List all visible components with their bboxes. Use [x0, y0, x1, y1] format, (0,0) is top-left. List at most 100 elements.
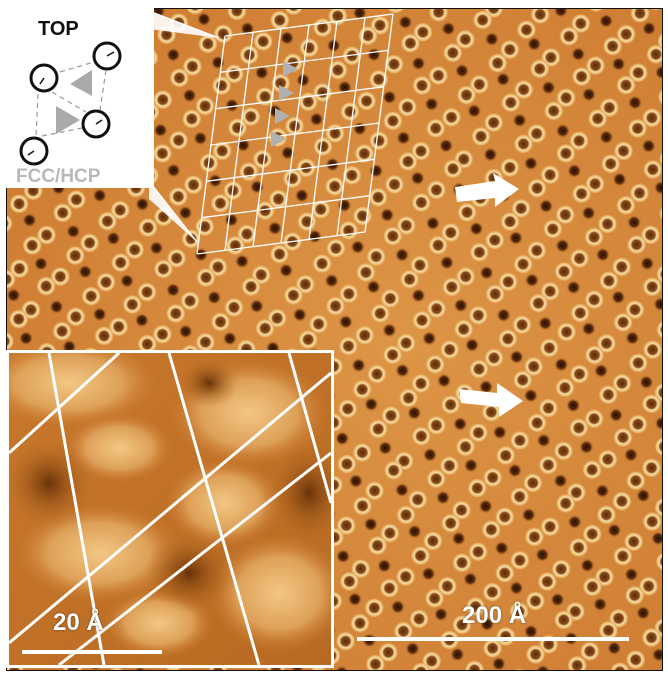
molecule-ring — [399, 269, 420, 290]
molecule-ring — [623, 531, 644, 552]
molecule-ring — [36, 225, 57, 245]
molecule-ring — [152, 143, 173, 164]
vacancy-hole — [381, 89, 397, 105]
molecule-ring — [9, 193, 30, 214]
molecule-ring — [239, 44, 260, 65]
vacancy-hole — [307, 228, 323, 244]
molecule-ring — [197, 33, 218, 54]
molecule-ring — [628, 62, 649, 83]
vacancy-hole — [641, 21, 657, 36]
molecule-ring — [441, 107, 462, 128]
vacancy-hole — [77, 264, 93, 280]
molecule-ring — [611, 256, 632, 277]
molecule-ring — [412, 75, 432, 96]
vacancy-hole — [555, 123, 571, 139]
vacancy-hole — [521, 507, 537, 523]
molecule-ring — [654, 497, 662, 518]
molecule-ring — [8, 309, 29, 330]
molecule-ring — [367, 364, 387, 385]
molecule-ring — [213, 23, 234, 44]
molecule-ring — [169, 67, 190, 88]
scale-bar-main — [357, 637, 629, 641]
molecule-ring — [509, 550, 530, 571]
molecule-ring — [336, 454, 357, 474]
vacancy-hole — [635, 488, 651, 504]
molecule-ring — [327, 60, 348, 81]
molecule-ring — [284, 9, 304, 16]
molecule-ring — [240, 106, 261, 127]
vacancy-hole — [134, 196, 150, 212]
molecule-ring — [395, 566, 416, 587]
vacancy-hole — [395, 363, 410, 378]
molecule-ring — [312, 17, 333, 38]
molecule-ring — [9, 258, 30, 279]
vacancy-hole — [535, 664, 551, 670]
molecule-ring — [484, 230, 505, 251]
molecule-ring — [325, 296, 346, 316]
vacancy-hole — [433, 606, 449, 622]
molecule-ring — [439, 339, 460, 360]
molecule-ring — [325, 238, 346, 259]
molecule-ring — [612, 546, 633, 567]
vacancy-hole — [338, 314, 354, 330]
molecule-ring — [183, 174, 204, 195]
vacancy-hole — [464, 337, 480, 353]
molecule-ring — [212, 140, 233, 161]
molecule-ring — [381, 405, 401, 426]
grid-triangles — [271, 61, 298, 147]
molecule-ring — [528, 293, 549, 314]
vacancy-hole — [279, 30, 295, 46]
molecule-ring — [426, 298, 447, 319]
vacancy-hole — [581, 321, 597, 337]
molecule-ring — [354, 143, 375, 164]
vacancy-hole — [425, 215, 441, 231]
molecule-ring — [509, 486, 530, 507]
molecule-ring — [241, 276, 262, 297]
molecule-ring — [79, 232, 100, 253]
molecule-ring — [482, 582, 503, 603]
molecule-ring — [553, 441, 574, 461]
triangle-marker — [283, 61, 298, 77]
site-circle — [81, 109, 111, 139]
scale-label-main: 200 Å — [462, 602, 527, 629]
molecule-ring — [642, 339, 662, 360]
molecule-ring — [494, 563, 515, 584]
molecule-ring — [596, 504, 617, 525]
molecule-ring — [426, 415, 447, 436]
vacancy-hole — [223, 212, 239, 228]
molecule-ring — [484, 347, 504, 368]
molecule-ring — [426, 468, 447, 489]
arrow-icon — [455, 173, 519, 207]
vacancy-hole — [148, 240, 164, 256]
molecule-ring — [411, 192, 432, 213]
molecule-ring — [66, 189, 87, 210]
molecule-ring — [584, 289, 605, 310]
vacancy-hole — [553, 473, 568, 489]
vacancy-hole — [653, 296, 662, 312]
molecule-ring — [649, 9, 662, 11]
vacancy-hole — [65, 223, 81, 239]
molecule-ring — [482, 638, 503, 659]
molecule-ring — [537, 571, 558, 592]
vacancy-hole — [654, 415, 662, 431]
vacancy-hole — [523, 388, 539, 404]
molecule-ring — [366, 246, 387, 267]
vacancy-hole — [134, 312, 150, 328]
vacancy-hole — [394, 247, 410, 263]
molecule-ring — [398, 388, 419, 408]
molecule-ring — [625, 649, 646, 670]
vacancy-hole — [368, 163, 384, 179]
molecule-ring — [613, 141, 634, 161]
molecule-ring — [407, 489, 428, 510]
molecule-ring — [615, 195, 636, 216]
vacancy-hole — [366, 279, 381, 295]
vacancy-hole — [394, 482, 410, 498]
molecule-ring — [227, 117, 248, 138]
molecule-ring — [655, 552, 662, 572]
molecule-ring — [582, 459, 603, 480]
molecule-ring — [196, 267, 216, 288]
molecule-ring — [538, 455, 559, 475]
vacancy-hole — [295, 72, 311, 88]
vacancy-hole — [92, 306, 108, 322]
molecule-ring — [110, 252, 131, 273]
